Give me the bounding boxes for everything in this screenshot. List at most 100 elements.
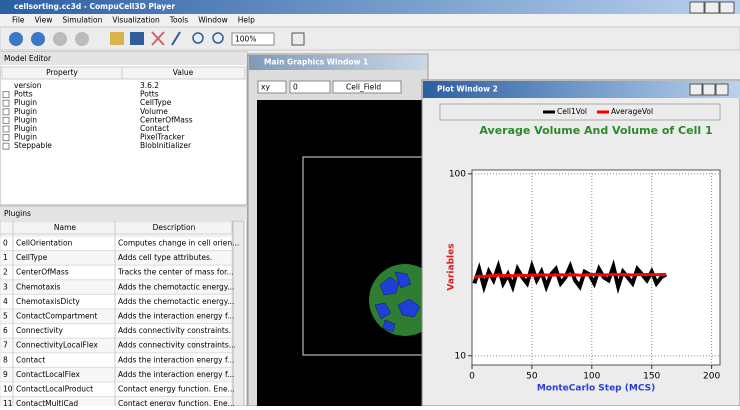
- title-bar: [0, 0, 740, 14]
- step-button[interactable]: [31, 32, 45, 46]
- plugin-description: Adds the interaction energy f...: [118, 370, 234, 379]
- row-index: 0: [3, 239, 8, 248]
- value: Volume: [140, 107, 168, 116]
- row-index: 3: [3, 282, 8, 291]
- save-button[interactable]: [130, 32, 144, 45]
- open-button[interactable]: [110, 32, 124, 45]
- property: Plugin: [14, 107, 37, 116]
- expand-box: [2, 116, 10, 124]
- plot-title: Plot Window 2: [437, 85, 498, 94]
- x-tick-label: 0: [469, 372, 475, 382]
- expand-box: [2, 108, 10, 116]
- maximize[interactable]: [702, 83, 716, 96]
- plot-area: [471, 169, 721, 366]
- panel-title-bar: [0, 52, 247, 65]
- draw-button[interactable]: [171, 31, 181, 46]
- menu-item[interactable]: Simulation: [62, 16, 102, 25]
- menu-item[interactable]: Visualization: [112, 16, 160, 25]
- value: Potts: [140, 90, 159, 99]
- plugin-description: Computes change in cell orien...: [118, 239, 239, 248]
- value: Contact: [140, 124, 169, 133]
- y-axis-label: Variables: [447, 243, 457, 290]
- plot-window-buttons[interactable]: [689, 83, 729, 96]
- pause-button[interactable]: [53, 32, 67, 46]
- property: Plugin: [14, 98, 37, 107]
- property: Potts: [14, 90, 33, 99]
- slice-spin[interactable]: [289, 80, 331, 94]
- column-header: Name: [54, 223, 77, 232]
- menu-item[interactable]: View: [35, 16, 53, 25]
- row-index: 4: [3, 297, 8, 306]
- tool-button[interactable]: [151, 31, 165, 46]
- property: Steppable: [14, 141, 52, 150]
- toolbar-icons[interactable]: [9, 31, 305, 46]
- value: PixelTracker: [140, 133, 185, 142]
- slice-value: 0: [293, 83, 298, 92]
- panel-title: Plugins: [4, 209, 31, 218]
- plugin-description: Adds connectivity constraints.: [118, 326, 231, 335]
- graphics-title: Main Graphics Window 1: [264, 58, 368, 67]
- expand-box: [2, 142, 10, 150]
- menu-item[interactable]: Window: [198, 16, 228, 25]
- zoom-box[interactable]: [231, 32, 275, 46]
- chart: 0 50 100 150 200 10 100 Cell1Vol AverageVol: [449, 107, 721, 382]
- x-tick-label: 50: [526, 372, 538, 382]
- field-select[interactable]: [332, 80, 402, 94]
- menu-bar: [0, 14, 740, 27]
- menu-item[interactable]: Help: [238, 16, 255, 25]
- column-header: Property: [46, 68, 78, 77]
- plugin-name: ContactCompartment: [16, 312, 97, 321]
- graphics-title-bar: [249, 55, 427, 70]
- property: version: [14, 81, 42, 90]
- plugin-name: ContactLocalProduct: [16, 385, 93, 394]
- menu-item[interactable]: Tools: [169, 16, 189, 25]
- y-tick-label: 10: [455, 351, 467, 361]
- plugin-description: Contact energy function. Ene...: [118, 399, 235, 406]
- legend-label: AverageVol: [611, 107, 653, 116]
- view-value: xy: [261, 83, 270, 92]
- minimize[interactable]: [689, 83, 703, 96]
- plugin-rows: 0 CellOrientation Computes change in cell …: [0, 221, 239, 410]
- zoom-out[interactable]: [212, 32, 224, 44]
- zoom-in[interactable]: [192, 32, 204, 44]
- menu-item[interactable]: File: [12, 16, 25, 25]
- plugin-name: ChemotaxisDicty: [16, 297, 80, 306]
- window-buttons[interactable]: [689, 1, 735, 14]
- close[interactable]: [719, 1, 735, 14]
- row-index: 9: [3, 370, 8, 379]
- layout-button[interactable]: [291, 32, 305, 46]
- menu: File View Simulation Visualization Tools Wind…: [12, 16, 255, 25]
- value: 3.6.2: [140, 81, 159, 90]
- stop-button[interactable]: [75, 32, 89, 46]
- maximize[interactable]: [704, 1, 720, 14]
- plugin-description: Adds cell type attributes.: [118, 253, 212, 262]
- minimize[interactable]: [689, 1, 705, 14]
- panel-title: Model Editor: [4, 54, 52, 63]
- run-button[interactable]: [9, 32, 23, 46]
- column-header: Description: [153, 223, 196, 232]
- plugin-description: Adds connectivity constraints...: [118, 341, 236, 350]
- series-line: [472, 259, 668, 295]
- plugin-name: CellOrientation: [16, 239, 73, 248]
- view-select[interactable]: [257, 80, 287, 94]
- plugin-description: Adds the chemotactic energy...: [118, 282, 234, 291]
- scrollbar[interactable]: [232, 220, 245, 407]
- row-index: 7: [3, 341, 8, 350]
- x-axis-label: MonteCarlo Step (MCS): [537, 384, 655, 394]
- plugin-name: Connectivity: [16, 326, 64, 335]
- chart-title: Average Volume And Volume of Cell 1: [479, 124, 712, 137]
- close[interactable]: [715, 83, 729, 96]
- x-tick-label: 150: [643, 372, 660, 382]
- plugin-name: CenterOfMass: [16, 268, 69, 277]
- panel-title-bar: [0, 207, 247, 220]
- plugin-name: CellType: [16, 253, 48, 262]
- row-index: 11: [3, 399, 13, 406]
- plugin-description: Adds the chemotactic energy...: [118, 297, 234, 306]
- expand-box: [2, 134, 10, 142]
- field-value: Cell_Field: [346, 83, 381, 92]
- property: Plugin: [14, 115, 37, 124]
- row-index: 6: [3, 326, 8, 335]
- expand-box: [2, 91, 10, 99]
- expand-box: [2, 99, 10, 107]
